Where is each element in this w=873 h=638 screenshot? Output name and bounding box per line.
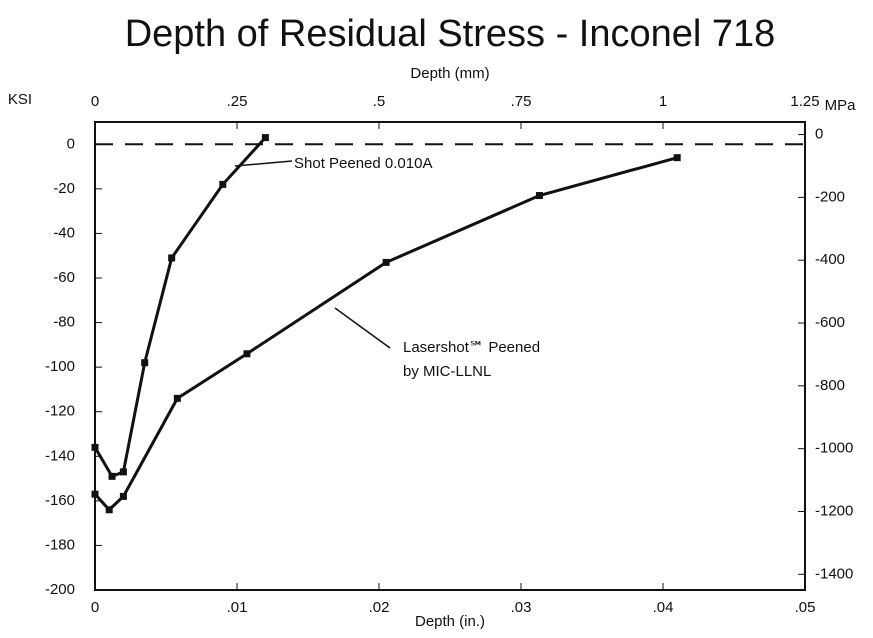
point [108, 472, 116, 480]
y-tick-label: -200 [45, 581, 75, 598]
arrow [334, 307, 391, 349]
y-tick-label: -100 [45, 358, 75, 375]
x-tick-label: .02 [369, 599, 390, 616]
x2-tick-label: .5 [373, 93, 386, 110]
point [382, 258, 390, 266]
series-line [93, 156, 678, 512]
point [91, 490, 99, 498]
y-tick-label: -80 [53, 314, 75, 331]
y-tick-label: -120 [45, 403, 75, 420]
chart-title: Depth of Residual Stress - Inconel 718 [125, 13, 776, 55]
point [673, 154, 681, 162]
y2-tick-label: -400 [815, 251, 845, 268]
y2-tick-label: -800 [815, 377, 845, 394]
y-tick-label: 0 [67, 135, 75, 152]
y-tick-label: -180 [45, 536, 75, 553]
y2-tick-label: 0 [815, 126, 823, 143]
x2-label: Depth (mm) [410, 65, 489, 82]
y-tick-label: -140 [45, 447, 75, 464]
series-line [93, 136, 267, 479]
y2-tick-label: -600 [815, 314, 845, 331]
y-tick-label: -40 [53, 224, 75, 241]
x2-tick-label: 0 [91, 93, 99, 110]
point [91, 443, 99, 451]
x-label: Depth (in.) [415, 613, 485, 630]
x2-tick-label: 1 [659, 93, 667, 110]
point [105, 506, 113, 514]
x-tick-label: .05 [795, 599, 816, 616]
x-tick-label: .03 [511, 599, 532, 616]
annotation: by MIC-LLNL [403, 363, 491, 380]
x-tick-label: .04 [653, 599, 674, 616]
annotation: Lasershot℠ Peened [403, 339, 540, 356]
point [173, 394, 181, 402]
y2-tick-label: -1400 [815, 565, 853, 582]
annotation: Shot Peened 0.010A [294, 155, 432, 172]
y-tick-label: -60 [53, 269, 75, 286]
point [141, 359, 149, 367]
point [119, 468, 127, 476]
point [243, 350, 251, 358]
plot-frame [94, 121, 806, 591]
point [535, 192, 543, 200]
point [219, 180, 227, 188]
x2-tick-label: 1.25 [790, 93, 819, 110]
y-label: KSI [8, 91, 32, 108]
y-tick-label: -160 [45, 492, 75, 509]
y2-label: MPa [825, 97, 857, 114]
x2-tick-label: .75 [511, 93, 532, 110]
x-tick-label: .01 [227, 599, 248, 616]
y2-tick-label: -200 [815, 188, 845, 205]
y-tick-label: -20 [53, 180, 75, 197]
y2-tick-label: -1000 [815, 440, 853, 457]
point [119, 492, 127, 500]
y2-tick-label: -1200 [815, 502, 853, 519]
x-tick-label: 0 [91, 599, 99, 616]
x2-tick-label: .25 [227, 93, 248, 110]
point [261, 134, 269, 142]
arrow [234, 160, 293, 167]
point [168, 254, 176, 262]
